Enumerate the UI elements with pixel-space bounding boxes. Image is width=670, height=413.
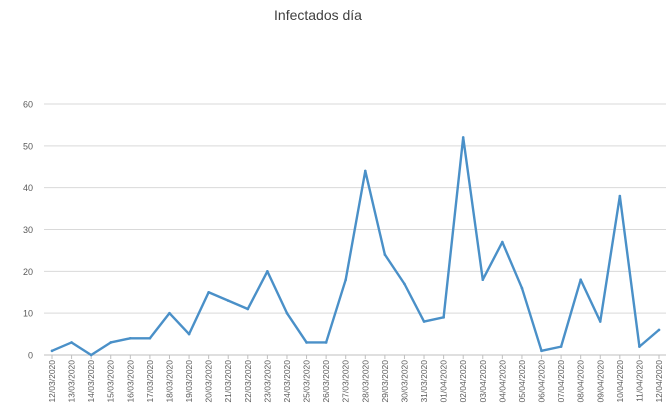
x-tick-label: 20/03/2020 <box>204 360 214 403</box>
x-tick-label: 31/03/2020 <box>419 360 429 403</box>
x-tick-label: 24/03/2020 <box>282 360 292 403</box>
data-point <box>520 286 524 290</box>
data-point <box>481 278 485 282</box>
data-point <box>344 278 348 282</box>
x-tick-label: 08/04/2020 <box>576 360 586 403</box>
series-line <box>50 136 661 357</box>
x-tick-label: 04/04/2020 <box>497 360 507 403</box>
x-tick-label: 02/04/2020 <box>458 360 468 403</box>
data-point <box>226 299 230 302</box>
data-point <box>638 345 641 348</box>
x-tick-label: 14/03/2020 <box>86 360 96 403</box>
data-point <box>657 328 661 332</box>
x-tick-label: 22/03/2020 <box>243 360 253 403</box>
x-tick-label: 30/03/2020 <box>399 360 409 403</box>
series-layer <box>50 136 661 357</box>
x-tick-label: 26/03/2020 <box>321 360 331 403</box>
x-tick-label: 09/04/2020 <box>595 360 605 403</box>
chart-title: Infectados día <box>274 7 362 23</box>
x-axis-ticks: 12/03/2020 13/03/2020 14/03/2020 15/03/2020… <box>47 355 664 403</box>
data-point <box>442 316 445 319</box>
x-tick-label: 25/03/2020 <box>302 360 312 403</box>
y-tick-label: 10 <box>23 309 33 319</box>
x-tick-label: 15/03/2020 <box>106 360 116 403</box>
x-tick-label: 18/03/2020 <box>164 360 174 403</box>
x-tick-label: 19/03/2020 <box>184 360 194 403</box>
x-tick-label: 11/04/2020 <box>634 360 644 402</box>
x-tick-label: 29/03/2020 <box>380 360 390 403</box>
y-tick-label: 20 <box>23 267 33 277</box>
data-point <box>285 311 289 315</box>
data-point <box>187 332 191 336</box>
y-axis-ticks: 0 10 20 30 40 50 60 <box>23 100 33 361</box>
data-point <box>383 253 387 256</box>
data-point <box>168 311 171 315</box>
y-tick-label: 30 <box>23 225 33 235</box>
data-point <box>148 336 152 340</box>
x-tick-label: 27/03/2020 <box>341 360 351 403</box>
x-tick-label: 01/04/2020 <box>439 360 449 403</box>
x-tick-label: 03/04/2020 <box>478 360 488 403</box>
x-tick-label: 17/03/2020 <box>145 360 155 403</box>
data-point <box>305 341 308 344</box>
data-point <box>540 349 543 353</box>
x-tick-label: 12/04/2020 <box>654 360 664 403</box>
data-point <box>324 341 328 344</box>
data-point <box>266 270 269 273</box>
data-point <box>129 336 132 340</box>
data-point <box>246 307 250 311</box>
x-tick-label: 16/03/2020 <box>125 360 135 403</box>
data-point <box>598 320 602 323</box>
data-point <box>50 349 54 353</box>
x-tick-label: 06/04/2020 <box>537 360 547 403</box>
data-point <box>89 353 93 357</box>
data-point <box>109 341 113 344</box>
data-point <box>559 345 563 348</box>
x-tick-label: 13/03/2020 <box>67 360 77 403</box>
x-tick-label: 07/04/2020 <box>556 360 566 403</box>
y-tick-label: 40 <box>23 183 33 193</box>
data-point <box>363 169 367 173</box>
y-tick-label: 50 <box>23 141 33 151</box>
x-tick-label: 05/04/2020 <box>517 360 527 403</box>
data-point <box>70 341 73 344</box>
x-tick-label: 23/03/2020 <box>262 360 272 403</box>
data-point <box>618 194 622 198</box>
data-point <box>207 290 210 294</box>
x-tick-label: 28/03/2020 <box>360 360 370 403</box>
x-tick-label: 12/03/2020 <box>47 360 57 403</box>
data-point <box>461 136 465 139</box>
x-tick-label: 21/03/2020 <box>223 360 233 403</box>
data-point <box>403 282 406 286</box>
data-point <box>501 240 504 244</box>
data-point <box>579 278 582 282</box>
y-tick-label: 0 <box>28 351 33 361</box>
y-tick-label: 60 <box>23 100 33 110</box>
data-point <box>422 320 426 323</box>
x-tick-label: 10/04/2020 <box>615 360 625 403</box>
